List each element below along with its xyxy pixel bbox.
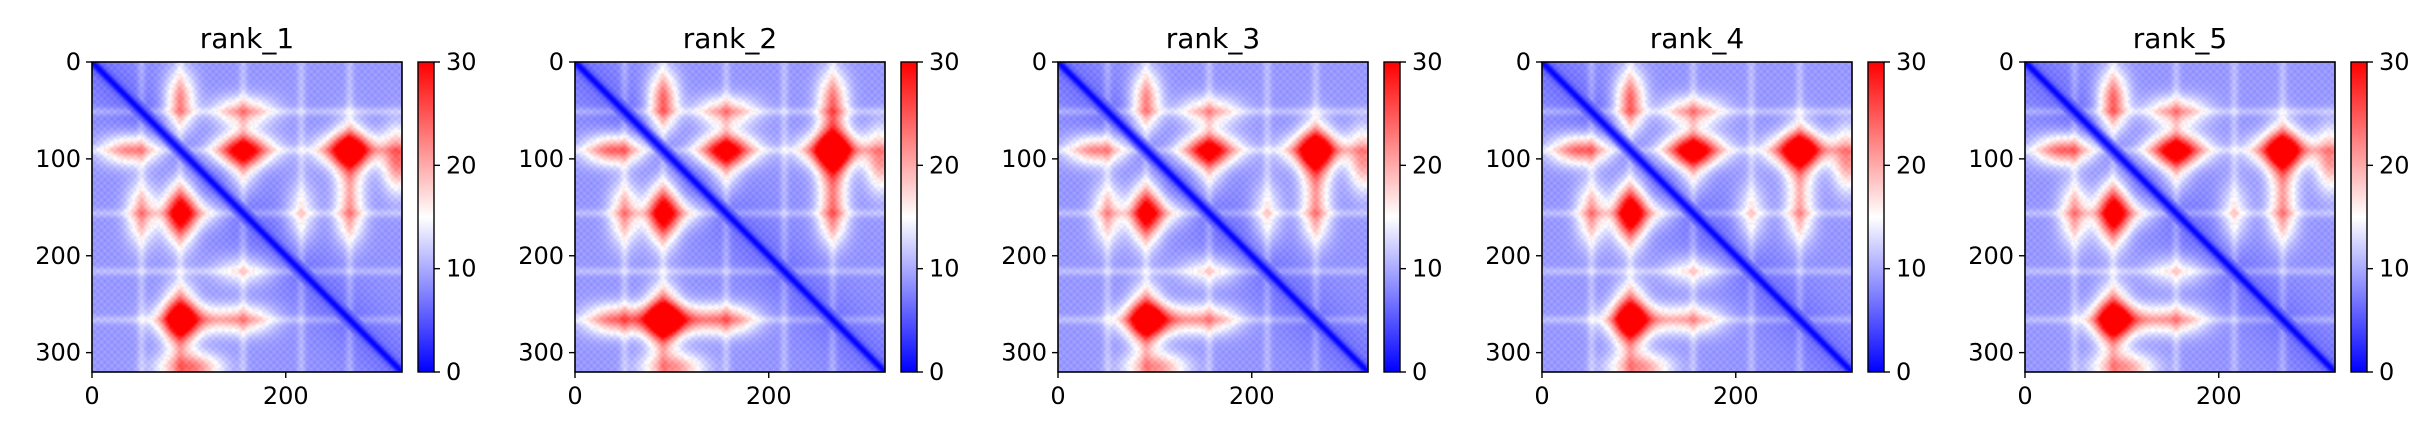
y-tick-label: 300 <box>1485 339 1531 367</box>
y-tick-label: 0 <box>66 48 81 76</box>
x-tick-label: 0 <box>2017 382 2032 410</box>
x-tick-label: 200 <box>746 382 792 410</box>
x-tick-label: 0 <box>1534 382 1549 410</box>
y-tick-label: 200 <box>1968 242 2014 270</box>
y-tick-label: 100 <box>1001 145 1047 173</box>
x-tick-label: 0 <box>1050 382 1065 410</box>
colorbar-tick-label: 10 <box>446 255 477 283</box>
x-tick-label: 200 <box>1713 382 1759 410</box>
axes-frame <box>2024 61 2336 373</box>
panel-title: rank_1 <box>200 22 294 55</box>
y-tick-label: 300 <box>1968 339 2014 367</box>
axes-frame <box>91 61 403 373</box>
colorbar-tick-label: 10 <box>1412 255 1443 283</box>
colorbar <box>417 61 435 373</box>
colorbar-tick-label: 30 <box>929 48 960 76</box>
colorbar-tick-label: 30 <box>1412 48 1443 76</box>
y-tick-label: 300 <box>1001 339 1047 367</box>
panel-title: rank_4 <box>1650 22 1744 55</box>
y-tick-label: 300 <box>35 339 81 367</box>
colorbar-tick-label: 10 <box>2379 255 2410 283</box>
colorbar-tick-label: 10 <box>1896 255 1927 283</box>
colorbar-tick-label: 0 <box>446 358 461 386</box>
colorbar-tick-label: 0 <box>1896 358 1911 386</box>
y-tick-label: 0 <box>1032 48 1047 76</box>
colorbar-tick-label: 10 <box>929 255 960 283</box>
heatmap-image <box>2025 62 2335 372</box>
colorbar <box>1867 61 1885 373</box>
colorbar-tick-label: 0 <box>1412 358 1427 386</box>
x-tick-label: 200 <box>2196 382 2242 410</box>
x-tick-label: 200 <box>1229 382 1275 410</box>
y-tick-label: 200 <box>1485 242 1531 270</box>
panel-title: rank_2 <box>683 22 777 55</box>
colorbar-tick-label: 30 <box>2379 48 2410 76</box>
colorbar-tick-label: 0 <box>2379 358 2394 386</box>
axes-frame <box>1541 61 1853 373</box>
y-tick-label: 100 <box>1968 145 2014 173</box>
x-tick-label: 0 <box>84 382 99 410</box>
colorbar-tick-label: 20 <box>446 151 477 179</box>
colorbar-tick-label: 30 <box>446 48 477 76</box>
colorbar <box>2350 61 2368 373</box>
y-tick-label: 200 <box>1001 242 1047 270</box>
y-tick-label: 100 <box>518 145 564 173</box>
colorbar <box>1383 61 1401 373</box>
y-tick-label: 300 <box>518 339 564 367</box>
y-tick-label: 200 <box>518 242 564 270</box>
heatmap-image <box>92 62 402 372</box>
colorbar-tick-label: 20 <box>2379 151 2410 179</box>
panel-title: rank_3 <box>1166 22 1260 55</box>
colorbar <box>900 61 918 373</box>
axes-frame <box>1057 61 1369 373</box>
heatmap-image <box>575 62 885 372</box>
y-tick-label: 200 <box>35 242 81 270</box>
axes-frame <box>574 61 886 373</box>
heatmap-image <box>1058 62 1368 372</box>
y-tick-label: 0 <box>1516 48 1531 76</box>
colorbar-tick-label: 30 <box>1896 48 1927 76</box>
y-tick-label: 0 <box>549 48 564 76</box>
heatmap-image <box>1542 62 1852 372</box>
colorbar-tick-label: 20 <box>1896 151 1927 179</box>
y-tick-label: 0 <box>1999 48 2014 76</box>
panel-title: rank_5 <box>2133 22 2227 55</box>
colorbar-tick-label: 20 <box>929 151 960 179</box>
x-tick-label: 0 <box>567 382 582 410</box>
x-tick-label: 200 <box>263 382 309 410</box>
colorbar-tick-label: 0 <box>929 358 944 386</box>
colorbar-tick-label: 20 <box>1412 151 1443 179</box>
y-tick-label: 100 <box>35 145 81 173</box>
y-tick-label: 100 <box>1485 145 1531 173</box>
